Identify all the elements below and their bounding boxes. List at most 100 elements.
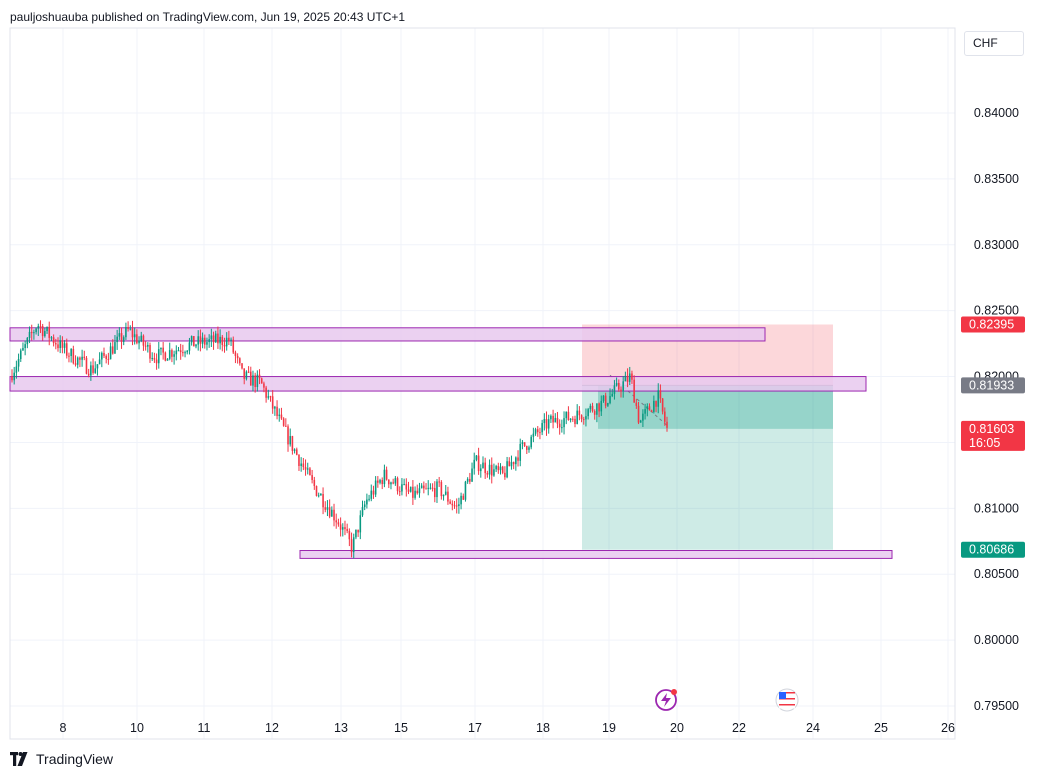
candle-body <box>609 396 611 404</box>
candle-body <box>414 490 416 498</box>
candle-body <box>624 375 627 382</box>
candle-body <box>173 354 175 357</box>
lightning-icon[interactable] <box>655 689 677 711</box>
candle-body <box>440 482 443 497</box>
us-flag-icon[interactable] <box>775 688 799 712</box>
footer-logo[interactable]: TradingView <box>10 748 113 770</box>
x-tick-label: 19 <box>602 721 616 735</box>
candle-body <box>247 371 250 373</box>
candle-body <box>576 410 578 424</box>
candle-body <box>278 414 281 416</box>
price-tag-label: 0.80686 <box>969 543 1014 557</box>
candle-body <box>506 461 508 478</box>
candle-body <box>363 504 366 508</box>
candle-body <box>543 419 546 424</box>
candle-body <box>179 350 182 353</box>
candle-body <box>508 461 511 467</box>
candle-body <box>631 373 633 380</box>
candle-body <box>622 381 624 392</box>
flag-canton <box>779 692 786 699</box>
candle-body <box>515 457 517 465</box>
candle-body <box>219 336 221 344</box>
x-tick-label: 24 <box>806 721 820 735</box>
candle-body <box>221 336 224 346</box>
candle-body <box>561 427 563 429</box>
candle-body <box>604 395 607 406</box>
candle-body <box>74 363 77 365</box>
candle-body <box>252 375 254 386</box>
candle-body <box>344 527 346 530</box>
candle-body <box>76 357 79 365</box>
candle-body <box>285 425 287 427</box>
candle-body <box>107 358 110 360</box>
take-profit-zone[interactable] <box>582 385 833 550</box>
candle-body <box>236 355 239 359</box>
candle-body <box>182 352 184 354</box>
candle-body <box>120 333 123 342</box>
candle-body <box>370 490 373 499</box>
flag-stripe <box>779 698 795 700</box>
candle-body <box>28 331 31 338</box>
price-zone-rectangle[interactable] <box>299 550 893 559</box>
candle-body <box>372 490 375 495</box>
candle-body <box>22 347 24 351</box>
candle-body <box>420 485 423 489</box>
candle-body <box>258 374 261 379</box>
candle-body <box>602 395 605 401</box>
currency-label[interactable]: CHF <box>964 31 1024 56</box>
candle-body <box>320 493 322 496</box>
candle-body <box>254 375 256 387</box>
candle-body <box>499 466 502 471</box>
flag-stripe <box>779 701 795 703</box>
candle-body <box>260 378 263 384</box>
candle-body <box>598 403 600 412</box>
candle-body <box>574 418 576 424</box>
candle-body <box>72 348 75 364</box>
candle-body <box>276 406 278 416</box>
candle-body <box>171 350 173 357</box>
candle-body <box>379 480 381 483</box>
candle-body <box>289 436 292 445</box>
candle-body <box>131 328 134 338</box>
candle-body <box>385 469 388 480</box>
candle-body <box>114 342 116 354</box>
price-zone-rectangle[interactable] <box>9 376 867 392</box>
candle-body <box>659 390 662 399</box>
flag-stripe <box>779 692 795 694</box>
candle-body <box>521 442 524 444</box>
short-position-tool[interactable] <box>582 324 833 550</box>
candle-body <box>83 356 86 358</box>
candle-body <box>639 420 642 423</box>
candle-body <box>322 493 324 508</box>
y-tick-label: 0.83500 <box>974 172 1019 186</box>
candle-body <box>532 433 535 437</box>
candle-body <box>203 337 206 345</box>
candle-body <box>98 359 101 365</box>
candle-body <box>122 337 125 342</box>
candle-body <box>547 419 550 429</box>
candle-body <box>558 423 561 428</box>
candle-body <box>501 466 504 473</box>
candle-body <box>208 339 210 343</box>
candle-body <box>528 447 530 450</box>
time-axis: 8 10 11 12 13 15 17 18 19 20 22 24 25 26 <box>60 721 955 735</box>
candle-body <box>311 475 313 480</box>
candle-body <box>157 349 160 364</box>
candle-body <box>337 522 340 525</box>
candle-body <box>341 527 344 530</box>
candle-body <box>519 443 522 461</box>
candle-body <box>298 454 300 466</box>
candle-body <box>453 505 456 507</box>
candle-body <box>190 336 193 343</box>
candle-body <box>239 358 241 364</box>
candle-body <box>569 418 572 421</box>
candle-body <box>646 406 649 410</box>
candle-body <box>92 365 94 373</box>
x-tick-label: 10 <box>130 721 144 735</box>
candle-body <box>392 482 394 484</box>
candle-body <box>313 479 316 487</box>
candle-body <box>565 411 568 419</box>
candle-body <box>466 478 469 482</box>
candle-body <box>355 529 357 538</box>
